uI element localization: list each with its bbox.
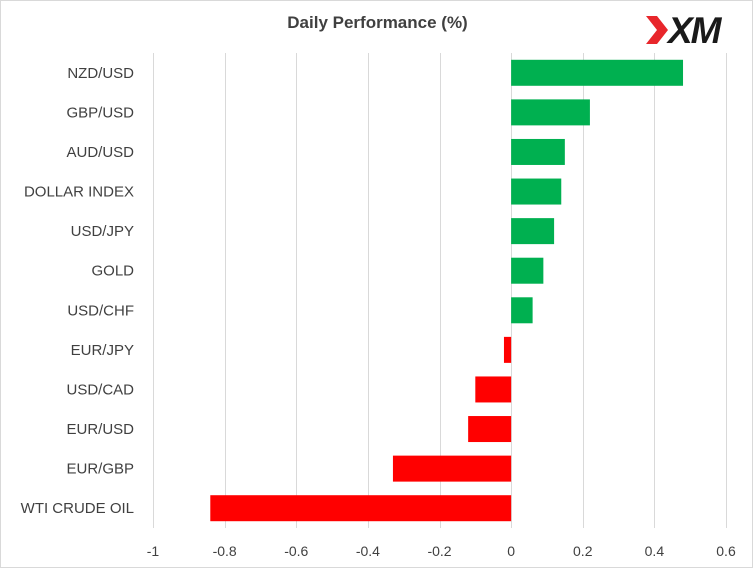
x-tick-label: 0	[507, 543, 515, 559]
xm-logo-letters: XM	[666, 10, 723, 50]
x-tick-label: -0.8	[213, 543, 237, 559]
xm-logo: XM XM	[646, 10, 725, 50]
xm-logo-mark	[646, 16, 668, 44]
bar	[392, 455, 512, 482]
x-tick-label: -0.4	[356, 543, 380, 559]
bar	[511, 297, 533, 324]
category-label: DOLLAR INDEX	[24, 184, 134, 201]
category-label: EUR/GBP	[66, 461, 134, 478]
category-label: NZD/USD	[67, 65, 134, 82]
x-tick-label: 0.6	[716, 543, 736, 559]
bar	[210, 495, 512, 522]
bar	[511, 138, 565, 165]
category-label: EUR/JPY	[71, 342, 134, 359]
bar	[511, 178, 562, 205]
chart-title: Daily Performance (%)	[287, 13, 468, 32]
bar	[511, 257, 544, 284]
bar	[511, 59, 684, 86]
category-label: GBP/USD	[66, 104, 134, 121]
x-tick-label: 0.2	[573, 543, 593, 559]
bar	[503, 336, 512, 363]
category-label: EUR/USD	[66, 421, 134, 438]
x-tick-label: -0.2	[427, 543, 451, 559]
bar	[511, 218, 555, 245]
category-label: WTI CRUDE OIL	[21, 500, 134, 517]
category-label: AUD/USD	[66, 144, 134, 161]
category-label: GOLD	[91, 263, 134, 280]
category-label: USD/CAD	[66, 381, 134, 398]
x-tick-label: -1	[147, 543, 160, 559]
x-tick-label: -0.6	[284, 543, 308, 559]
bar	[475, 376, 512, 403]
category-label: USD/JPY	[71, 223, 134, 240]
category-label: USD/CHF	[67, 302, 134, 319]
bar	[468, 416, 512, 443]
bar	[511, 99, 590, 126]
x-tick-label: 0.4	[645, 543, 665, 559]
